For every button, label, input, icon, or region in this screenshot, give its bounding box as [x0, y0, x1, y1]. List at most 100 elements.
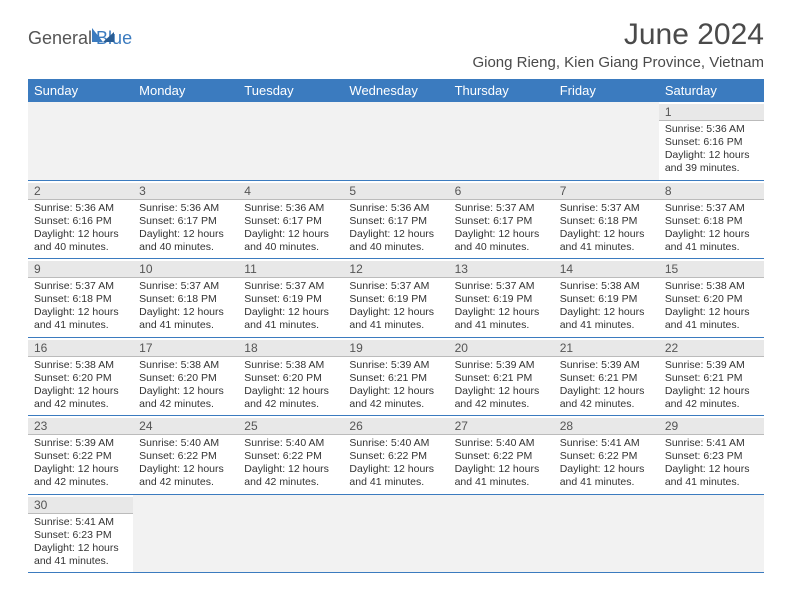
- sunset-text: Sunset: 6:18 PM: [665, 215, 758, 228]
- day-number: 18: [238, 340, 343, 357]
- weekday-label: Wednesday: [343, 79, 448, 102]
- daylight-text: Daylight: 12 hours and 41 minutes.: [560, 228, 653, 254]
- day-details: Sunrise: 5:37 AMSunset: 6:18 PMDaylight:…: [560, 202, 653, 255]
- sunset-text: Sunset: 6:20 PM: [665, 293, 758, 306]
- day-details: Sunrise: 5:36 AMSunset: 6:17 PMDaylight:…: [139, 202, 232, 255]
- sunset-text: Sunset: 6:20 PM: [139, 372, 232, 385]
- week-row: 23Sunrise: 5:39 AMSunset: 6:22 PMDayligh…: [28, 416, 764, 495]
- sunrise-text: Sunrise: 5:38 AM: [139, 359, 232, 372]
- day-cell: 1 Sunrise: 5:36 AMSunset: 6:16 PMDaylight…: [659, 102, 764, 180]
- day-details: Sunrise: 5:39 AMSunset: 6:21 PMDaylight:…: [560, 359, 653, 412]
- sunrise-text: Sunrise: 5:41 AM: [34, 516, 127, 529]
- day-cell: 19Sunrise: 5:39 AMSunset: 6:21 PMDayligh…: [343, 338, 448, 416]
- day-cell: 25Sunrise: 5:40 AMSunset: 6:22 PMDayligh…: [238, 416, 343, 494]
- sunrise-text: Sunrise: 5:37 AM: [139, 280, 232, 293]
- day-details: Sunrise: 5:38 AMSunset: 6:20 PMDaylight:…: [665, 280, 758, 333]
- day-cell: 11Sunrise: 5:37 AMSunset: 6:19 PMDayligh…: [238, 259, 343, 337]
- day-cell: 9Sunrise: 5:37 AMSunset: 6:18 PMDaylight…: [28, 259, 133, 337]
- weekday-label: Tuesday: [238, 79, 343, 102]
- day-number: 22: [659, 340, 764, 357]
- sunrise-text: Sunrise: 5:36 AM: [34, 202, 127, 215]
- daylight-text: Daylight: 12 hours and 41 minutes.: [560, 306, 653, 332]
- weekday-label: Thursday: [449, 79, 554, 102]
- header: General Blue June 2024 Giong Rieng, Kien…: [28, 18, 764, 71]
- daylight-text: Daylight: 12 hours and 39 minutes.: [665, 149, 758, 175]
- day-cell: 7Sunrise: 5:37 AMSunset: 6:18 PMDaylight…: [554, 181, 659, 259]
- day-details: Sunrise: 5:36 AMSunset: 6:16 PMDaylight:…: [34, 202, 127, 255]
- day-cell: [343, 102, 448, 180]
- day-number: 1: [659, 104, 764, 121]
- day-cell: [28, 102, 133, 180]
- day-cell: [554, 102, 659, 180]
- sunrise-text: Sunrise: 5:36 AM: [665, 123, 758, 136]
- day-number: 19: [343, 340, 448, 357]
- day-details: Sunrise: 5:38 AMSunset: 6:19 PMDaylight:…: [560, 280, 653, 333]
- day-details: Sunrise: 5:40 AMSunset: 6:22 PMDaylight:…: [349, 437, 442, 490]
- week-row: 9Sunrise: 5:37 AMSunset: 6:18 PMDaylight…: [28, 259, 764, 338]
- sunrise-text: Sunrise: 5:39 AM: [665, 359, 758, 372]
- sunset-text: Sunset: 6:19 PM: [455, 293, 548, 306]
- sunrise-text: Sunrise: 5:36 AM: [349, 202, 442, 215]
- day-number: 17: [133, 340, 238, 357]
- weekday-label: Monday: [133, 79, 238, 102]
- sunrise-text: Sunrise: 5:39 AM: [455, 359, 548, 372]
- daylight-text: Daylight: 12 hours and 41 minutes.: [34, 306, 127, 332]
- sunrise-text: Sunrise: 5:37 AM: [455, 280, 548, 293]
- week-row: 16Sunrise: 5:38 AMSunset: 6:20 PMDayligh…: [28, 338, 764, 417]
- sunrise-text: Sunrise: 5:41 AM: [665, 437, 758, 450]
- day-cell: 17Sunrise: 5:38 AMSunset: 6:20 PMDayligh…: [133, 338, 238, 416]
- sunset-text: Sunset: 6:22 PM: [139, 450, 232, 463]
- day-number: 6: [449, 183, 554, 200]
- day-cell: 3Sunrise: 5:36 AMSunset: 6:17 PMDaylight…: [133, 181, 238, 259]
- day-cell: 20Sunrise: 5:39 AMSunset: 6:21 PMDayligh…: [449, 338, 554, 416]
- day-number: 24: [133, 418, 238, 435]
- day-cell: 13Sunrise: 5:37 AMSunset: 6:19 PMDayligh…: [449, 259, 554, 337]
- sunrise-text: Sunrise: 5:39 AM: [34, 437, 127, 450]
- daylight-text: Daylight: 12 hours and 41 minutes.: [139, 306, 232, 332]
- day-number: 21: [554, 340, 659, 357]
- day-details: Sunrise: 5:41 AMSunset: 6:23 PMDaylight:…: [34, 516, 127, 569]
- day-cell: [133, 102, 238, 180]
- logo-sail-icon: [92, 24, 114, 42]
- sunset-text: Sunset: 6:22 PM: [455, 450, 548, 463]
- day-cell: [554, 495, 659, 573]
- sunset-text: Sunset: 6:21 PM: [349, 372, 442, 385]
- day-cell: [659, 495, 764, 573]
- day-cell: 29Sunrise: 5:41 AMSunset: 6:23 PMDayligh…: [659, 416, 764, 494]
- day-number: 12: [343, 261, 448, 278]
- sunset-text: Sunset: 6:21 PM: [665, 372, 758, 385]
- day-number: 30: [28, 497, 133, 514]
- day-cell: 28Sunrise: 5:41 AMSunset: 6:22 PMDayligh…: [554, 416, 659, 494]
- sunrise-text: Sunrise: 5:40 AM: [139, 437, 232, 450]
- day-details: Sunrise: 5:36 AMSunset: 6:17 PMDaylight:…: [244, 202, 337, 255]
- daylight-text: Daylight: 12 hours and 41 minutes.: [665, 306, 758, 332]
- brand-part1: General: [28, 28, 92, 49]
- sunrise-text: Sunrise: 5:38 AM: [244, 359, 337, 372]
- day-details: Sunrise: 5:39 AMSunset: 6:21 PMDaylight:…: [665, 359, 758, 412]
- daylight-text: Daylight: 12 hours and 42 minutes.: [665, 385, 758, 411]
- daylight-text: Daylight: 12 hours and 42 minutes.: [34, 385, 127, 411]
- sunset-text: Sunset: 6:18 PM: [560, 215, 653, 228]
- sunset-text: Sunset: 6:21 PM: [560, 372, 653, 385]
- weeks-container: 1Sunrise: 5:36 AMSunset: 6:16 PMDaylight…: [28, 102, 764, 573]
- calendar: Sunday Monday Tuesday Wednesday Thursday…: [28, 79, 764, 573]
- day-cell: 15Sunrise: 5:38 AMSunset: 6:20 PMDayligh…: [659, 259, 764, 337]
- sunrise-text: Sunrise: 5:38 AM: [665, 280, 758, 293]
- sunset-text: Sunset: 6:18 PM: [34, 293, 127, 306]
- day-details: Sunrise: 5:37 AMSunset: 6:19 PMDaylight:…: [349, 280, 442, 333]
- sunrise-text: Sunrise: 5:40 AM: [455, 437, 548, 450]
- day-cell: 18 Sunrise: 5:38 AMSunset: 6:20 PMDayligh…: [238, 338, 343, 416]
- day-details: Sunrise: 5:38 AMSunset: 6:20 PMDaylight:…: [34, 359, 127, 412]
- sunset-text: Sunset: 6:20 PM: [244, 372, 337, 385]
- day-number: 28: [554, 418, 659, 435]
- sunset-text: Sunset: 6:16 PM: [665, 136, 758, 149]
- sunrise-text: Sunrise: 5:37 AM: [455, 202, 548, 215]
- day-details: Sunrise: 5:37 AMSunset: 6:17 PMDaylight:…: [455, 202, 548, 255]
- sunset-text: Sunset: 6:22 PM: [560, 450, 653, 463]
- daylight-text: Daylight: 12 hours and 42 minutes.: [349, 385, 442, 411]
- sunset-text: Sunset: 6:20 PM: [34, 372, 127, 385]
- day-number: 11: [238, 261, 343, 278]
- day-cell: 4Sunrise: 5:36 AMSunset: 6:17 PMDaylight…: [238, 181, 343, 259]
- daylight-text: Daylight: 12 hours and 42 minutes.: [139, 463, 232, 489]
- day-details: Sunrise: 5:38 AMSunset: 6:20 PMDaylight:…: [244, 359, 337, 412]
